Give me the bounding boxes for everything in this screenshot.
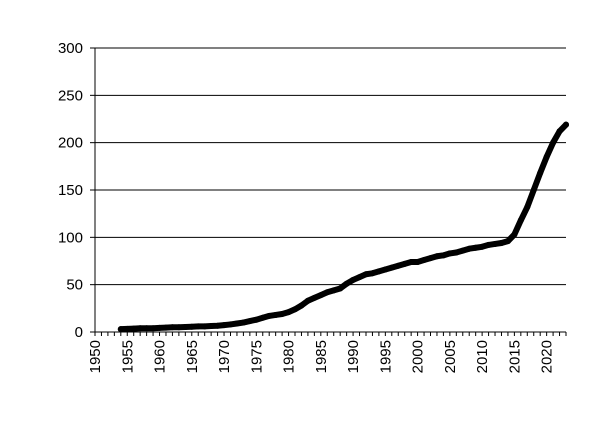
series-layer: [117, 121, 569, 333]
y-tick-label: 250: [58, 87, 83, 104]
y-tick-label: 150: [58, 182, 83, 199]
data-point: [466, 245, 473, 252]
data-point: [369, 270, 376, 277]
data-point: [421, 257, 428, 264]
data-point: [253, 316, 260, 323]
data-point: [356, 274, 363, 281]
data-point: [162, 324, 169, 331]
axis-layer: [90, 47, 567, 336]
data-point: [550, 139, 557, 146]
data-point: [382, 266, 389, 273]
data-point: [343, 280, 350, 287]
data-point: [150, 325, 157, 332]
data-point: [524, 204, 531, 211]
data-point: [530, 187, 537, 193]
data-point: [188, 323, 195, 330]
data-point: [543, 153, 550, 160]
data-point: [124, 325, 131, 332]
data-point: [485, 241, 492, 248]
tick-label-layer: 0 50 100 150 200 250 300 1950 1955 1960 1965 1970 19…: [58, 40, 556, 373]
data-point: [221, 322, 228, 329]
data-point: [395, 262, 402, 269]
x-tick-label: 2000: [410, 340, 427, 373]
x-tick-label: 1965: [184, 340, 201, 373]
grid-layer: [95, 47, 566, 286]
data-point: [330, 287, 337, 294]
y-tick-label: 0: [75, 324, 83, 341]
data-point: [298, 302, 305, 309]
x-tick-label: 2010: [474, 340, 491, 373]
x-tick-label: 1980: [281, 340, 298, 373]
data-point: [292, 306, 299, 313]
x-tick-label: 2020: [539, 340, 556, 373]
data-point: [175, 324, 182, 331]
data-point: [169, 324, 176, 331]
x-tick-label: 1970: [216, 340, 233, 373]
x-tick-label: 1960: [152, 340, 169, 373]
data-point: [324, 289, 331, 296]
data-point: [472, 244, 479, 251]
data-point: [117, 326, 124, 333]
data-point: [459, 247, 466, 254]
data-point: [517, 217, 524, 224]
data-point: [504, 238, 511, 245]
data-point: [214, 322, 221, 329]
data-point: [563, 121, 569, 128]
data-point: [195, 323, 202, 330]
data-point: [272, 311, 279, 318]
data-point: [201, 323, 208, 330]
data-point: [304, 297, 311, 304]
x-tick-label: 1975: [248, 340, 265, 373]
data-point: [130, 325, 137, 332]
data-point: [498, 240, 505, 247]
data-point: [227, 321, 234, 328]
y-tick-label: 100: [58, 229, 83, 246]
data-point: [259, 314, 266, 321]
data-point: [446, 250, 453, 257]
data-point: [453, 249, 460, 256]
data-point: [440, 252, 447, 259]
y-tick-label: 50: [66, 277, 83, 294]
data-point: [408, 258, 415, 265]
data-point: [511, 231, 518, 238]
data-point: [279, 311, 286, 318]
data-point: [266, 312, 273, 319]
data-point: [492, 240, 499, 247]
data-point: [240, 319, 247, 326]
y-tick-label: 300: [58, 40, 83, 57]
data-point: [208, 323, 215, 330]
x-tick-label: 2005: [442, 340, 459, 373]
data-point: [362, 271, 369, 278]
x-tick-label: 1950: [87, 340, 104, 373]
x-tick-label: 1955: [119, 340, 136, 373]
series-line-0: [117, 121, 569, 333]
x-tick-label: 2015: [506, 340, 523, 373]
data-point: [233, 320, 240, 327]
data-point: [156, 324, 163, 331]
data-point: [143, 325, 150, 332]
data-point: [285, 309, 292, 316]
data-point: [427, 255, 434, 262]
data-point: [375, 268, 382, 275]
data-point: [337, 285, 344, 292]
y-tick-label: 200: [58, 135, 83, 152]
x-tick-label: 1985: [313, 340, 330, 373]
data-point: [311, 294, 318, 301]
data-point: [388, 264, 395, 271]
x-tick-label: 1995: [377, 340, 394, 373]
data-point: [537, 169, 544, 176]
data-point: [433, 253, 440, 260]
data-point: [414, 258, 421, 265]
data-point: [556, 128, 563, 135]
data-point: [401, 260, 408, 267]
data-point: [317, 292, 324, 299]
data-point: [479, 243, 486, 250]
data-point: [182, 323, 189, 330]
data-point: [350, 276, 357, 283]
data-point: [246, 318, 253, 325]
x-tick-label: 1990: [345, 340, 362, 373]
data-point: [137, 325, 144, 332]
